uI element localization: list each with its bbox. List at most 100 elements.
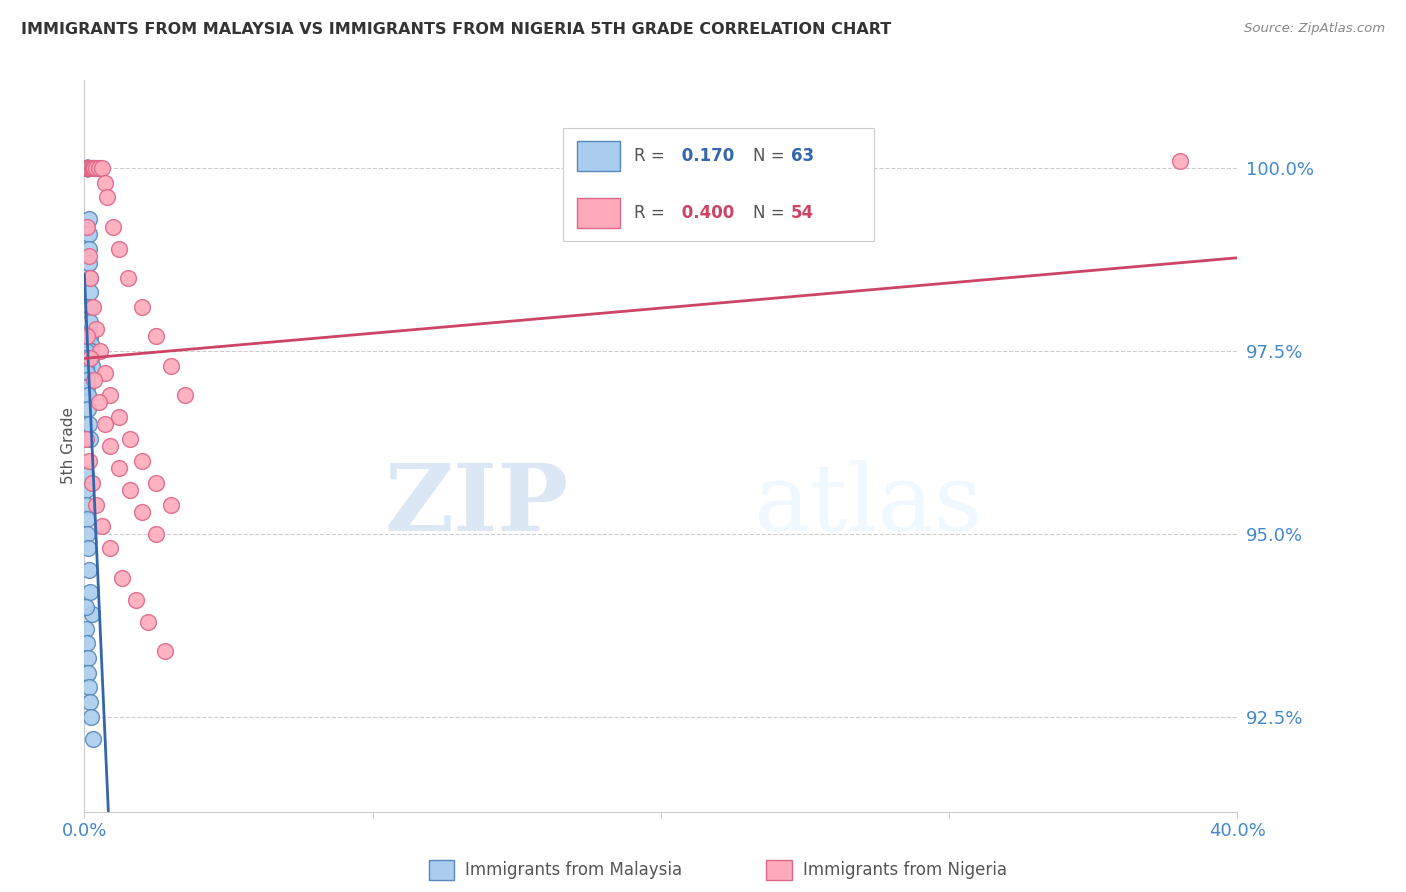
Point bbox=[96, 190, 118, 204]
Text: 0.400: 0.400 bbox=[676, 204, 734, 222]
Point bbox=[98, 439, 121, 453]
Text: Immigrants from Nigeria: Immigrants from Nigeria bbox=[803, 861, 1007, 879]
Point bbox=[76, 161, 98, 175]
Y-axis label: 5th Grade: 5th Grade bbox=[60, 408, 76, 484]
Point bbox=[83, 373, 105, 387]
Point bbox=[120, 432, 142, 446]
Point bbox=[131, 300, 153, 314]
Point bbox=[1168, 153, 1191, 168]
Point bbox=[76, 541, 98, 556]
Point bbox=[79, 432, 101, 446]
Point bbox=[77, 227, 100, 241]
Point bbox=[77, 161, 100, 175]
Point bbox=[79, 161, 101, 175]
Text: IMMIGRANTS FROM MALAYSIA VS IMMIGRANTS FROM NIGERIA 5TH GRADE CORRELATION CHART: IMMIGRANTS FROM MALAYSIA VS IMMIGRANTS F… bbox=[21, 22, 891, 37]
Point bbox=[131, 453, 153, 467]
Point bbox=[145, 475, 167, 490]
Point bbox=[108, 242, 131, 256]
Point bbox=[75, 161, 97, 175]
Point bbox=[87, 395, 110, 409]
Point bbox=[79, 270, 101, 285]
Point bbox=[76, 161, 98, 175]
Point bbox=[75, 468, 97, 483]
Point bbox=[79, 695, 101, 709]
Text: 54: 54 bbox=[792, 204, 814, 222]
Point bbox=[76, 161, 98, 175]
Point bbox=[80, 161, 103, 175]
Point bbox=[136, 615, 159, 629]
Point bbox=[80, 475, 103, 490]
Point bbox=[75, 351, 97, 366]
Point bbox=[75, 359, 97, 373]
Point bbox=[79, 585, 101, 599]
Point bbox=[145, 329, 167, 343]
Point bbox=[125, 592, 148, 607]
Point bbox=[117, 270, 139, 285]
Text: N =: N = bbox=[754, 204, 790, 222]
Point bbox=[76, 512, 98, 526]
Point bbox=[93, 366, 115, 380]
Point bbox=[98, 541, 121, 556]
Point bbox=[108, 461, 131, 475]
Point bbox=[76, 161, 98, 175]
Point bbox=[77, 161, 100, 175]
Point bbox=[90, 519, 112, 533]
Point bbox=[160, 498, 183, 512]
Point bbox=[80, 336, 103, 351]
Text: R =: R = bbox=[634, 147, 671, 165]
Point bbox=[76, 161, 98, 175]
Point bbox=[77, 249, 100, 263]
Point bbox=[75, 483, 97, 497]
Point bbox=[79, 329, 101, 343]
Text: atlas: atlas bbox=[754, 459, 983, 549]
Point bbox=[76, 366, 98, 380]
Point bbox=[108, 409, 131, 424]
Point bbox=[75, 161, 97, 175]
Point bbox=[79, 300, 101, 314]
Point bbox=[93, 417, 115, 431]
Point bbox=[75, 599, 97, 614]
Text: Source: ZipAtlas.com: Source: ZipAtlas.com bbox=[1244, 22, 1385, 36]
Point bbox=[131, 505, 153, 519]
Text: R =: R = bbox=[634, 204, 671, 222]
Point bbox=[76, 329, 98, 343]
Point bbox=[90, 161, 112, 175]
Point bbox=[77, 212, 100, 227]
Point bbox=[76, 161, 98, 175]
Point bbox=[76, 161, 98, 175]
Point bbox=[174, 388, 197, 402]
Point bbox=[79, 285, 101, 300]
Point bbox=[80, 709, 103, 723]
Point bbox=[75, 498, 97, 512]
Point bbox=[76, 161, 98, 175]
Text: 63: 63 bbox=[792, 147, 814, 165]
Point bbox=[77, 665, 100, 680]
Text: 0.170: 0.170 bbox=[676, 147, 734, 165]
Point bbox=[82, 161, 104, 175]
Point bbox=[76, 373, 98, 387]
Point bbox=[80, 343, 103, 358]
Text: ZIP: ZIP bbox=[384, 459, 568, 549]
Point bbox=[160, 359, 183, 373]
Point bbox=[84, 161, 107, 175]
Point bbox=[76, 161, 98, 175]
Point bbox=[93, 176, 115, 190]
Point bbox=[84, 322, 107, 336]
Point bbox=[82, 300, 104, 314]
Point bbox=[80, 343, 103, 358]
Point bbox=[76, 380, 98, 394]
Point bbox=[80, 607, 103, 622]
Point bbox=[80, 351, 103, 366]
Point bbox=[83, 161, 105, 175]
Point bbox=[79, 351, 101, 366]
Point bbox=[76, 161, 98, 175]
Point bbox=[75, 161, 97, 175]
Point bbox=[79, 270, 101, 285]
Point bbox=[76, 161, 98, 175]
Text: N =: N = bbox=[754, 147, 790, 165]
Point bbox=[111, 571, 134, 585]
Point bbox=[87, 161, 110, 175]
Point bbox=[89, 343, 111, 358]
Point bbox=[77, 242, 100, 256]
Point bbox=[76, 161, 98, 175]
